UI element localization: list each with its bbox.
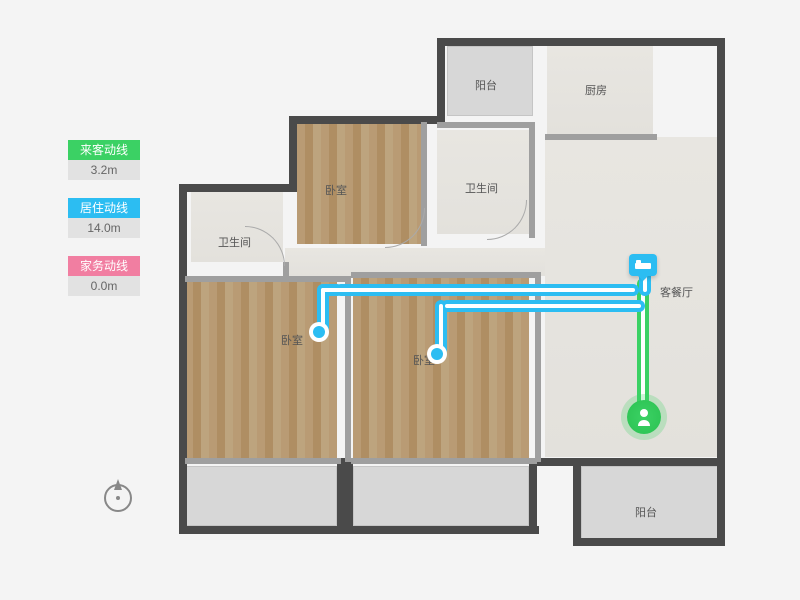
wall bbox=[437, 38, 539, 46]
wall-thin bbox=[351, 458, 537, 464]
bed-icon bbox=[629, 254, 657, 276]
path-end-dot bbox=[313, 326, 325, 338]
legend-chores-label: 家务动线 bbox=[68, 256, 140, 276]
wall bbox=[179, 184, 297, 192]
room-kitchen bbox=[547, 46, 653, 134]
legend-living-label: 居住动线 bbox=[68, 198, 140, 218]
path-end-dot bbox=[431, 348, 443, 360]
wall bbox=[179, 526, 539, 534]
wall bbox=[573, 466, 581, 546]
path-living-inner bbox=[321, 288, 325, 332]
wall-thin bbox=[351, 272, 541, 278]
path-living-inner bbox=[335, 288, 635, 292]
wall bbox=[529, 458, 725, 466]
wall-thin bbox=[545, 134, 657, 140]
wall bbox=[289, 116, 297, 186]
room-balcony-top bbox=[447, 46, 533, 116]
wall-thin bbox=[529, 122, 535, 238]
wall-thin bbox=[345, 276, 351, 462]
legend-item-visitor: 来客动线 3.2m bbox=[68, 140, 140, 180]
floor-plan: 阳台 厨房 卧室 卫生间 卫生间 客餐厅 卧室 卧室 阳台 bbox=[185, 22, 740, 582]
legend-item-living: 居住动线 14.0m bbox=[68, 198, 140, 238]
wall bbox=[179, 184, 187, 534]
legend: 来客动线 3.2m 居住动线 14.0m 家务动线 0.0m bbox=[68, 140, 140, 314]
room-balcony-bl bbox=[185, 466, 337, 526]
wall-thin bbox=[185, 458, 341, 464]
wall-thin bbox=[185, 276, 345, 282]
room-balcony-br bbox=[581, 466, 721, 542]
legend-item-chores: 家务动线 0.0m bbox=[68, 256, 140, 296]
wall bbox=[337, 458, 353, 534]
room-balcony-bm bbox=[353, 466, 529, 526]
person-icon bbox=[627, 400, 661, 434]
wall bbox=[717, 38, 725, 544]
legend-visitor-value: 3.2m bbox=[68, 160, 140, 180]
legend-visitor-label: 来客动线 bbox=[68, 140, 140, 160]
path-living-inner bbox=[439, 304, 443, 352]
wall-thin bbox=[437, 122, 533, 128]
compass-icon bbox=[98, 476, 138, 516]
legend-living-value: 14.0m bbox=[68, 218, 140, 238]
wall bbox=[437, 38, 445, 124]
room-bedroom-bl bbox=[185, 282, 337, 458]
wall-thin bbox=[421, 122, 427, 246]
legend-chores-value: 0.0m bbox=[68, 276, 140, 296]
wall bbox=[529, 458, 537, 534]
wall bbox=[539, 38, 725, 46]
door-arc bbox=[487, 200, 527, 240]
wall bbox=[573, 538, 725, 546]
path-living-inner bbox=[445, 304, 641, 308]
